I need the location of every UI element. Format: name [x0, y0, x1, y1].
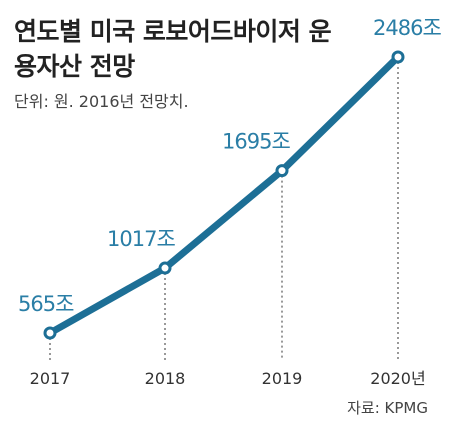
data-point [43, 326, 57, 340]
data-point [158, 261, 172, 275]
series-line [46, 53, 402, 337]
chart-subtitle: 단위: 원. 2016년 전망치. [14, 92, 189, 111]
chart-title: 연도별 미국 로보어드바이저 운용자산 전망 [14, 17, 332, 81]
data-point [275, 164, 289, 178]
data-label: 1017조 [107, 227, 175, 251]
data-label: 2486조 [373, 16, 441, 40]
x-tick-label: 2019 [262, 369, 303, 388]
source-note: 자료: KPMG [347, 399, 428, 417]
x-tick-label: 2017 [30, 369, 71, 388]
x-tick-label: 2020년 [370, 369, 425, 388]
data-point [391, 50, 405, 64]
data-label: 1695조 [222, 130, 290, 154]
data-label: 565조 [18, 292, 74, 316]
x-tick-label: 2018 [145, 369, 186, 388]
